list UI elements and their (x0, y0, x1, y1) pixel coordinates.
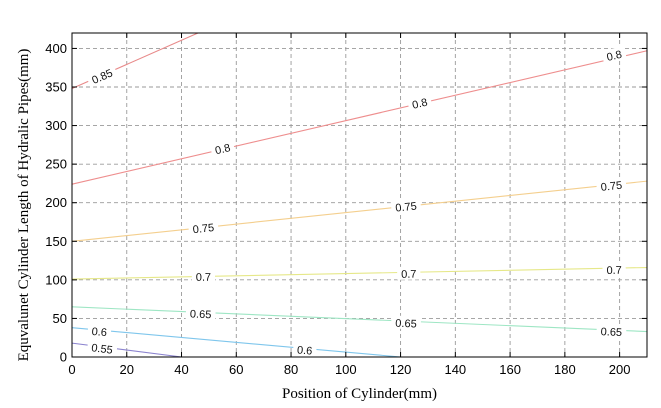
contour-label: 0.65 (395, 318, 417, 331)
y-tick-label: 200 (45, 195, 67, 210)
contour-line-0.7 (71, 266, 648, 280)
contour-label-bg (397, 266, 421, 280)
plot-area-frame (71, 32, 648, 358)
contour-label-bg (596, 323, 627, 339)
contour-label-bg (406, 93, 433, 112)
contour-line-0.65 (71, 306, 648, 333)
y-tick-label: 400 (45, 41, 67, 56)
y-tick-label: 100 (45, 272, 67, 287)
contour-label-bg (292, 342, 317, 358)
contour-label: 0.65 (190, 308, 212, 321)
contour-label-bg (191, 269, 216, 284)
x-tick-label: 80 (284, 362, 298, 377)
contour-labels: 0.85 0.8 0.8 0.8 0.75 0.75 0.75 0.7 0.7 0.7 0.65 0.… (85, 45, 627, 358)
contour-label: 0.7 (606, 265, 622, 277)
x-tick-label: 20 (120, 362, 134, 377)
contour-lines (71, 32, 648, 358)
x-tick-label: 180 (554, 362, 576, 377)
contour-label-bg (86, 339, 118, 357)
contour-line-0.75 (71, 180, 648, 242)
contour-label: 0.6 (91, 326, 107, 339)
y-tick-label: 0 (60, 350, 67, 365)
y-tick-label: 50 (53, 311, 67, 326)
y-tick-label: 150 (45, 234, 67, 249)
grid-layer (72, 33, 647, 357)
axis-ticks: 0 20 40 60 80 100 120 140 160 180 200 0 50 100 150 200 2… (45, 33, 647, 377)
contour-label-bg (187, 219, 219, 236)
contour-label-bg (391, 315, 422, 330)
contour-label-bg (85, 63, 119, 88)
contour-label-bg (595, 177, 627, 194)
y-tick-label: 300 (45, 118, 67, 133)
contour-label-bg (185, 306, 216, 321)
y-tick-label: 350 (45, 80, 67, 95)
contour-label: 0.7 (401, 269, 417, 281)
x-tick-label: 60 (229, 362, 243, 377)
contour-label: 0.85 (90, 67, 114, 87)
x-tick-label: 160 (499, 362, 521, 377)
contour-label-bg (602, 262, 626, 277)
contour-label: 0.8 (606, 49, 624, 64)
x-tick-label: 200 (609, 362, 631, 377)
contour-label-bg (601, 45, 627, 64)
contour-label-bg (87, 323, 112, 339)
contour-label: 0.8 (411, 97, 429, 112)
contour-label: 0.65 (600, 326, 622, 339)
x-tick-label: 120 (390, 362, 412, 377)
contour-label: 0.6 (296, 344, 312, 357)
contour-label: 0.75 (192, 222, 215, 236)
contour-label-bg (209, 139, 236, 158)
x-tick-label: 40 (174, 362, 188, 377)
contour-label-bg (390, 198, 422, 215)
contour-label: 0.75 (600, 180, 623, 194)
y-tick-label: 250 (45, 157, 67, 172)
contour-label: 0.55 (91, 342, 114, 357)
y-axis-title: Equvalunet Cylinder Length of Hydralic P… (16, 49, 32, 362)
x-tick-label: 0 (68, 362, 75, 377)
contour-label: 0.7 (196, 272, 212, 284)
x-tick-label: 100 (335, 362, 357, 377)
x-axis-title: Position of Cylinder(mm) (282, 386, 437, 402)
x-tick-label: 140 (444, 362, 466, 377)
contour-label: 0.8 (214, 142, 232, 157)
contour-label: 0.75 (395, 200, 418, 214)
contour-line-0.8 (71, 50, 648, 185)
